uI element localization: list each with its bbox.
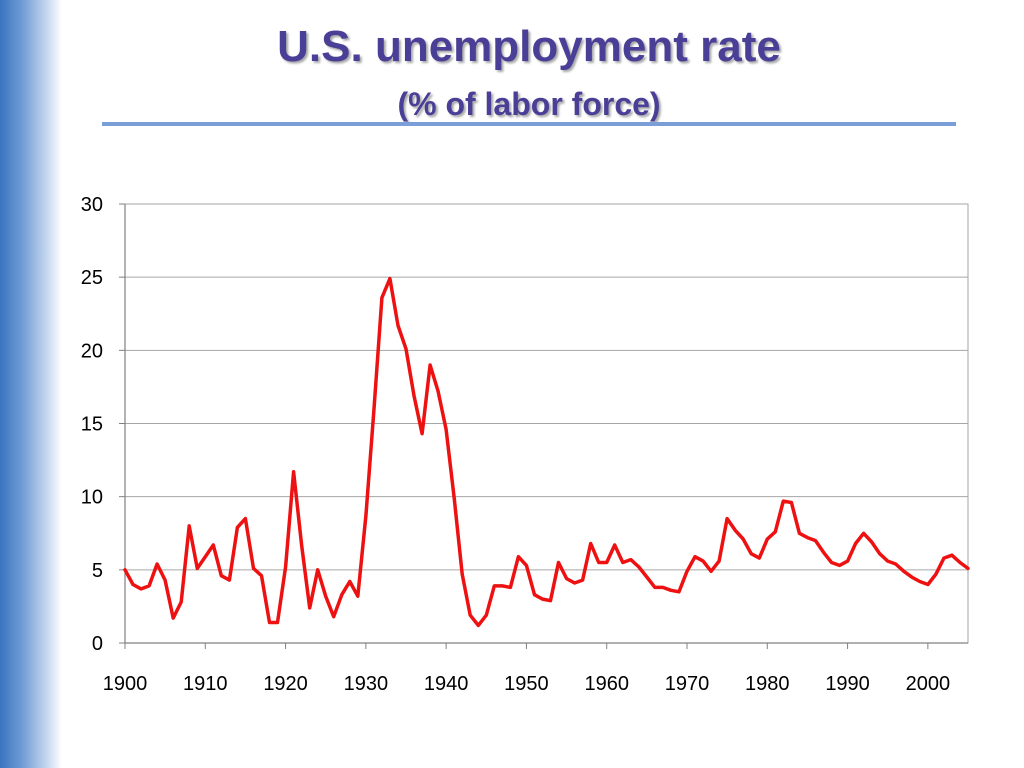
x-tick-label: 1970: [665, 673, 710, 695]
title-underline: [102, 122, 956, 126]
grid-lines: [119, 203, 968, 644]
x-tick-label: 1930: [344, 673, 389, 695]
x-tick-label: 1900: [103, 673, 148, 695]
y-tick-label: 20: [81, 340, 103, 362]
x-tick-label: 1920: [263, 673, 308, 695]
series-layer: [123, 276, 970, 628]
y-tick-label: 10: [81, 487, 103, 509]
page-subtitle: (% of labor force): [397, 86, 661, 122]
side-gradient-bar: [0, 0, 62, 768]
x-tick-label: 1960: [584, 673, 629, 695]
y-tick-label: 0: [92, 633, 103, 655]
x-tick-label: 1910: [183, 673, 228, 695]
series-line: [123, 276, 970, 628]
x-tick-label: 1940: [424, 673, 469, 695]
y-tick-labels: 0 5 10 15 20 25 30: [81, 194, 103, 655]
page-title: U.S. unemployment rate: [277, 22, 781, 71]
x-tick-labels: 1900 1910 1920 1930 1940 1950 1960 1970 1980 1990…: [103, 673, 950, 695]
y-tick-label: 25: [81, 267, 103, 289]
x-tick-label: 1990: [825, 673, 870, 695]
x-tick-label: 1950: [504, 673, 549, 695]
y-tick-label: 5: [92, 560, 103, 582]
x-tick-label: 1980: [745, 673, 790, 695]
axes: [124, 204, 968, 649]
x-tick-label: 2000: [906, 673, 951, 695]
y-tick-label: 15: [81, 414, 103, 436]
y-tick-label: 30: [81, 194, 103, 216]
